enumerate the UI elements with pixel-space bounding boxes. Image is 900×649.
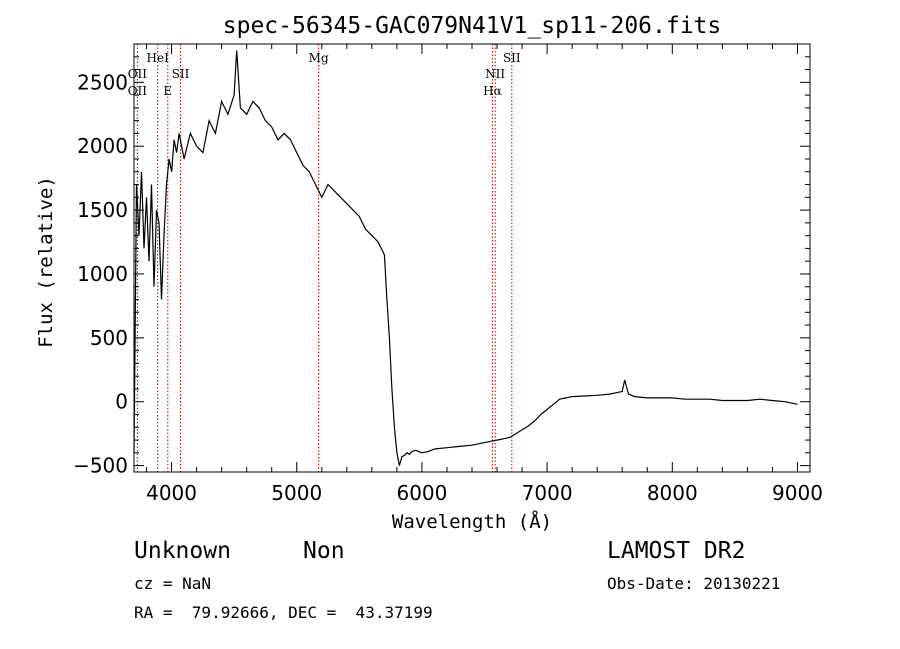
emission-line-label: NII (485, 67, 505, 81)
absorption-line-label: Hα (483, 84, 502, 98)
emission-line-label: SII (503, 51, 521, 65)
emission-line-label: OII (128, 67, 148, 81)
x-tick-label: 5000 (271, 481, 322, 505)
y-tick-label: 2000 (77, 134, 128, 158)
x-tick-label: 7000 (522, 481, 573, 505)
y-tick-label: 1500 (77, 198, 128, 222)
y-tick-label: 2500 (77, 70, 128, 94)
y-tick-label: 1000 (77, 262, 128, 286)
absorption-line-label: OII (128, 84, 148, 98)
emission-line-label: Mg (309, 51, 329, 65)
x-tick-label: 9000 (772, 481, 823, 505)
chart-title: spec-56345-GAC079N41V1_sp11-206.fits (223, 13, 722, 39)
redshift-value: cz = NaN (134, 574, 212, 593)
emission-line-label: SII (172, 67, 190, 81)
absorption-line-label: E (163, 84, 172, 98)
x-tick-label: 4000 (146, 481, 197, 505)
emission-line-label: HeI (147, 51, 170, 65)
y-axis-label: Flux (relative) (35, 176, 57, 348)
observation-date: Obs-Date: 20130221 (607, 574, 781, 593)
x-tick-label: 8000 (647, 481, 698, 505)
sky-coordinates: RA = 79.92666, DEC = 43.37199 (134, 603, 433, 622)
survey-name: LAMOST DR2 (607, 538, 746, 564)
axis-ticks: 4000 5000 6000 7000 8000 9000 −500 0 500 1000 1500… (73, 44, 823, 505)
y-tick-label: −500 (73, 454, 128, 478)
x-tick-label: 6000 (396, 481, 447, 505)
x-axis-label: Wavelength (Å) (392, 510, 552, 533)
object-class: Unknown (134, 538, 231, 564)
object-subclass: Non (303, 538, 345, 564)
y-tick-label: 500 (90, 326, 128, 350)
spectrum-series-line (133, 50, 798, 466)
plot-frame (133, 43, 811, 473)
spectral-line-markers (136, 44, 513, 472)
y-tick-label: 0 (115, 390, 128, 414)
